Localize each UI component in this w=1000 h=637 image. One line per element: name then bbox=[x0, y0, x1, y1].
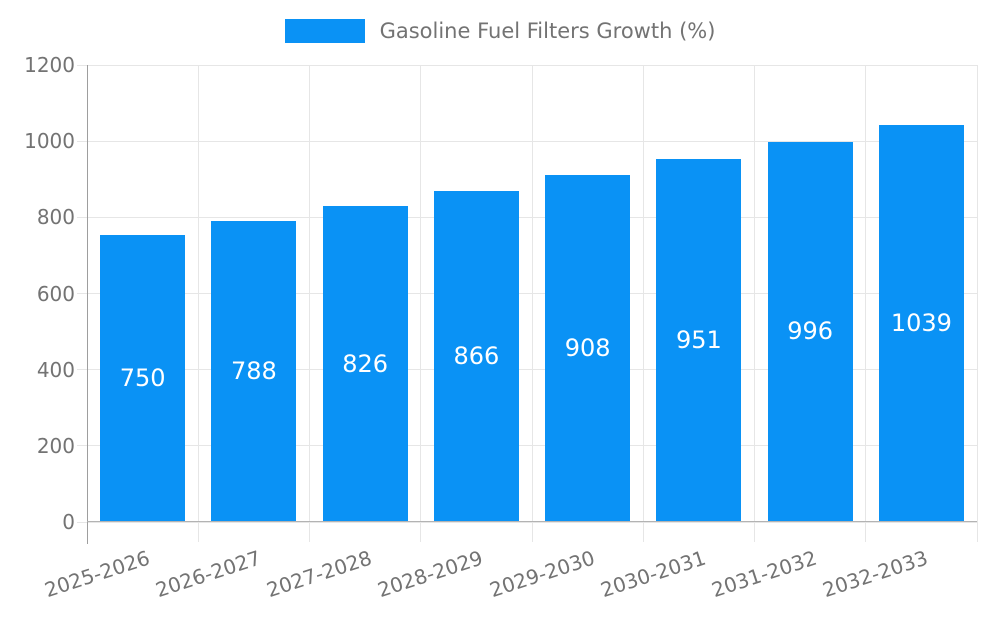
gridline-horizontal bbox=[77, 369, 977, 371]
y-tick-label: 1000 bbox=[24, 129, 75, 154]
y-axis-labels: 0 200 400 600 800 1000 1200 bbox=[0, 0, 75, 600]
gridline-vertical bbox=[531, 65, 533, 542]
y-tick-label: 600 bbox=[36, 281, 75, 306]
x-axis-line bbox=[87, 521, 977, 522]
x-axis-labels: 2025-2026 2026-2027 2027-2028 2028-2029 2029… bbox=[41, 522, 977, 603]
bar-value-label: 826 bbox=[342, 349, 389, 378]
bar[interactable]: 788 bbox=[211, 220, 297, 521]
bar[interactable]: 1039 bbox=[878, 125, 964, 521]
y-tick-label: 0 bbox=[62, 510, 75, 534]
bar[interactable]: 996 bbox=[767, 141, 853, 521]
legend-swatch bbox=[284, 19, 365, 43]
chart-legend[interactable]: Gasoline Fuel Filters Growth (%) bbox=[0, 17, 1000, 45]
gridline-vertical bbox=[420, 65, 422, 542]
gridline-vertical bbox=[865, 65, 867, 542]
bar[interactable]: 826 bbox=[322, 206, 408, 521]
bar[interactable]: 750 bbox=[100, 235, 186, 521]
bar-value-label: 951 bbox=[675, 325, 722, 354]
gridline-vertical bbox=[197, 65, 199, 542]
y-tick-label: 1200 bbox=[24, 53, 75, 77]
bar-value-label: 788 bbox=[230, 356, 277, 385]
gridline-horizontal bbox=[77, 216, 977, 218]
bar[interactable]: 866 bbox=[433, 191, 519, 521]
gridline-horizontal bbox=[77, 140, 977, 142]
gridline-vertical bbox=[309, 65, 310, 542]
y-tick-label: 800 bbox=[36, 205, 75, 230]
bar-value-label: 996 bbox=[787, 317, 834, 346]
bar[interactable]: 908 bbox=[545, 175, 631, 521]
bar-value-label: 866 bbox=[453, 342, 500, 371]
gridline-horizontal bbox=[77, 293, 977, 294]
bar[interactable]: 951 bbox=[656, 158, 742, 521]
y-axis-line bbox=[87, 65, 88, 544]
gridline-horizontal bbox=[77, 521, 977, 523]
legend-label: Gasoline Fuel Filters Growth (%) bbox=[379, 19, 716, 43]
gridline-horizontal bbox=[77, 64, 977, 66]
y-tick-label: 400 bbox=[36, 357, 75, 382]
gridline-vertical bbox=[642, 65, 644, 542]
bar-value-label: 750 bbox=[119, 364, 166, 393]
y-tick-label: 200 bbox=[36, 433, 75, 458]
bar-value-label: 1039 bbox=[890, 309, 952, 338]
bar-value-label: 908 bbox=[564, 334, 611, 363]
plot-area: 750 788 826 866 908 951 996 1039 bbox=[77, 64, 978, 544]
gridline-vertical bbox=[976, 65, 978, 542]
gridline-horizontal bbox=[77, 445, 977, 447]
gridline-vertical bbox=[754, 65, 755, 542]
